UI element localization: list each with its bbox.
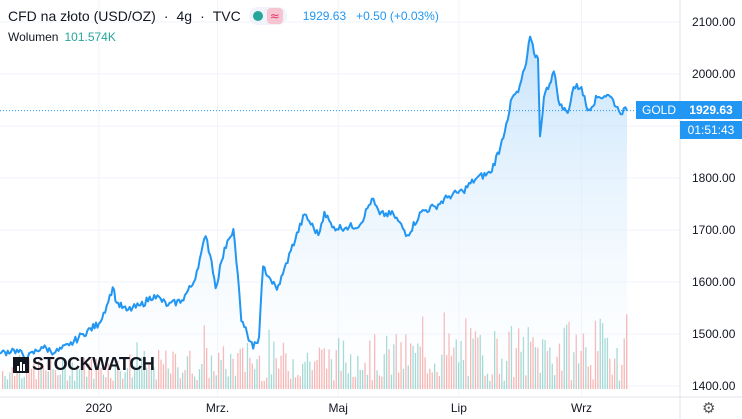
logo-text: STOCKWATCH bbox=[32, 354, 155, 374]
x-tick-label: Wrz bbox=[571, 401, 592, 415]
y-tick-label: 2000.00 bbox=[692, 67, 736, 81]
y-tick-label: 2100.00 bbox=[692, 15, 736, 29]
interval-label[interactable]: 4g bbox=[176, 8, 193, 24]
symbol-title[interactable]: CFD na złoto (USD/OZ) bbox=[8, 8, 156, 24]
y-tick-label: 1600.00 bbox=[692, 275, 736, 289]
source-label: TVC bbox=[212, 8, 241, 24]
symbol-badge: GOLD bbox=[636, 101, 683, 119]
price-change: +0.50 (+0.03%) bbox=[356, 9, 439, 23]
chart-header: CFD na złoto (USD/OZ) · 4g · TVC ≈ 1929.… bbox=[8, 7, 439, 25]
wave-icon: ≈ bbox=[266, 8, 283, 24]
x-tick-label: 2020 bbox=[86, 401, 113, 415]
y-tick-label: 1400.00 bbox=[692, 379, 736, 393]
x-tick-label: Maj bbox=[329, 401, 348, 415]
x-tick-label: Mrz. bbox=[206, 401, 229, 415]
gear-icon[interactable]: ⚙ bbox=[702, 399, 716, 417]
y-tick-label: 1700.00 bbox=[692, 223, 736, 237]
status-pill[interactable]: ≈ bbox=[248, 7, 287, 25]
last-quote: 1929.63 bbox=[302, 9, 347, 23]
stockwatch-logo: STOCKWATCH bbox=[13, 354, 155, 375]
x-tick-label: Lip bbox=[451, 401, 467, 415]
separator: · bbox=[200, 8, 205, 24]
volume-value: 101.574K bbox=[64, 30, 116, 44]
bars-icon bbox=[13, 356, 29, 373]
y-tick-label: 1800.00 bbox=[692, 171, 736, 185]
y-tick-label: 1500.00 bbox=[692, 327, 736, 341]
price-line bbox=[0, 35, 628, 361]
volume-label: Wolumen bbox=[8, 30, 59, 44]
volume-legend[interactable]: Wolumen 101.574K bbox=[8, 30, 116, 44]
price-area bbox=[0, 36, 627, 397]
price-badge: 1929.63 bbox=[680, 101, 742, 119]
countdown-badge: 01:51:43 bbox=[680, 121, 742, 139]
market-open-dot-icon bbox=[252, 11, 263, 21]
separator: · bbox=[163, 8, 169, 24]
